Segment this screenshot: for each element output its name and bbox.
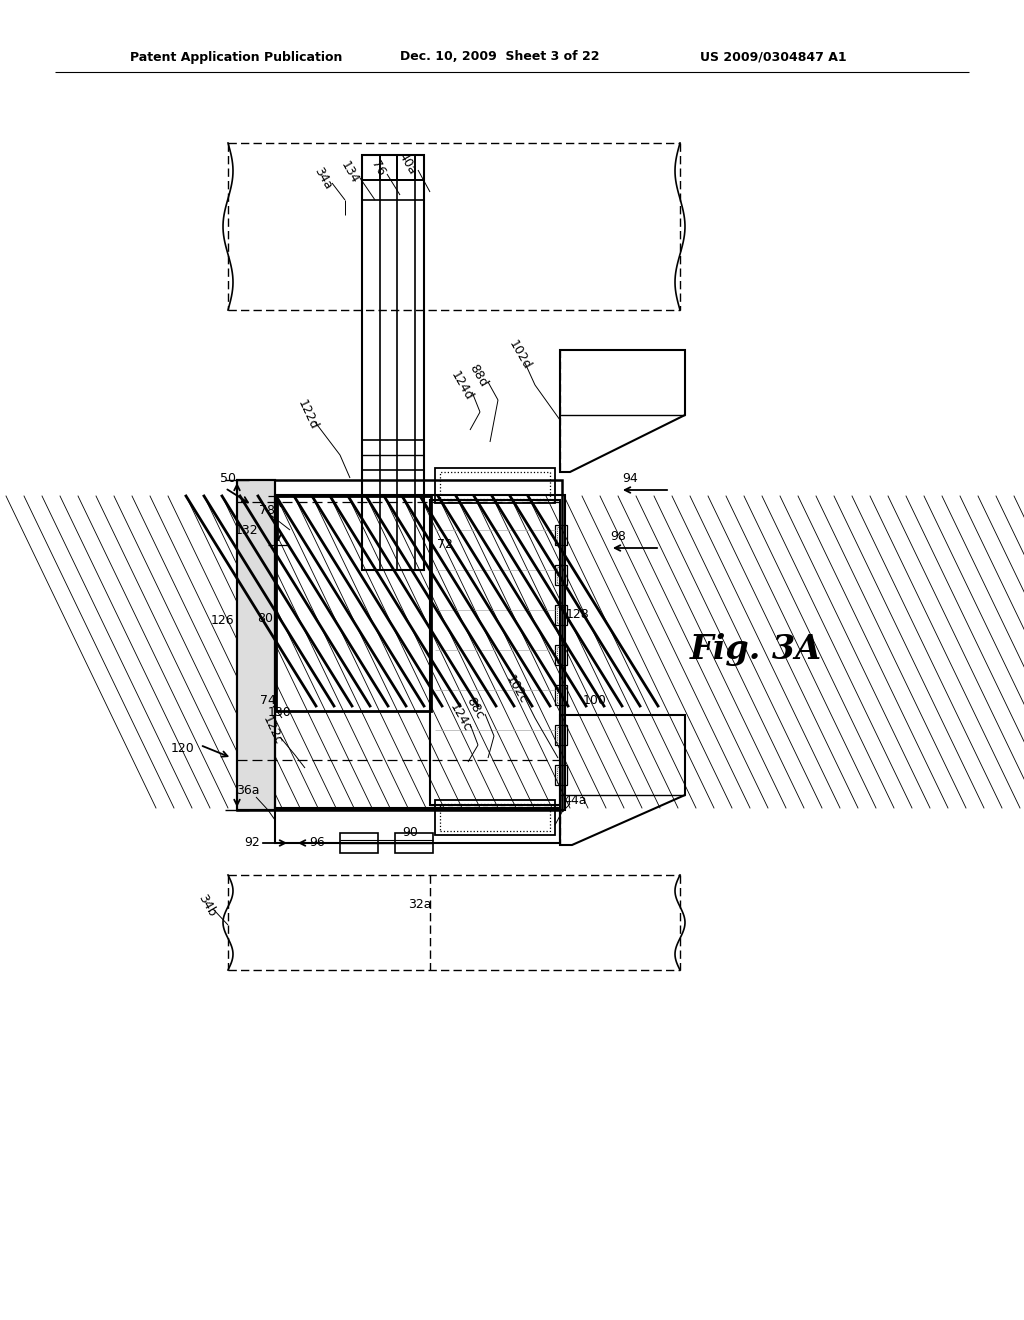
Text: 34a: 34a [311,165,335,191]
Bar [557,568,565,583]
Bar [555,525,567,545]
Bar [275,495,565,810]
Text: US 2009/0304847 A1: US 2009/0304847 A1 [700,50,847,63]
Bar [397,154,415,180]
Bar [395,833,433,853]
Bar [557,727,565,743]
Bar [237,480,275,810]
Text: 40a: 40a [395,149,419,177]
Text: 98: 98 [610,529,626,543]
Bar [380,154,397,180]
Bar [557,647,565,663]
Bar [362,154,424,180]
Bar [555,725,567,744]
Text: 32a: 32a [409,899,432,912]
Bar [276,496,431,711]
Bar [440,473,550,499]
Bar [435,800,555,836]
Text: 102c: 102c [503,673,529,706]
Bar [237,480,562,810]
Bar [555,766,567,785]
Text: 102d: 102d [507,338,534,372]
Bar [362,154,424,570]
Text: 78: 78 [259,503,275,516]
Bar [555,605,567,624]
Text: 88d: 88d [466,363,489,389]
Text: 36a: 36a [237,784,260,796]
Text: 44a: 44a [563,793,587,807]
Bar [340,833,378,853]
Text: 74: 74 [260,693,275,706]
Bar [430,500,560,805]
Text: 122c: 122c [260,713,285,747]
Bar [362,440,424,470]
Text: 92: 92 [244,837,260,850]
Text: 88c: 88c [464,694,486,721]
Text: 96: 96 [309,837,325,850]
Text: 50: 50 [220,471,236,484]
Text: 124d: 124d [449,370,475,403]
Text: 130: 130 [268,705,292,718]
Text: Fig. 3A: Fig. 3A [690,634,822,667]
Text: Patent Application Publication: Patent Application Publication [130,50,342,63]
Bar [555,645,567,665]
Text: 100: 100 [583,693,607,706]
Bar [557,527,565,543]
Text: 132: 132 [234,524,258,536]
Bar [557,767,565,783]
Bar [557,686,565,704]
Text: 72: 72 [437,539,453,552]
Text: 34b: 34b [196,891,218,919]
Bar [440,804,550,832]
Text: 124c: 124c [446,701,473,734]
Text: 76: 76 [369,158,388,178]
Bar [555,565,567,585]
Bar [435,469,555,503]
Text: 94: 94 [623,471,638,484]
Bar [275,808,560,843]
Bar [237,480,275,810]
Bar [555,685,567,705]
Text: 126: 126 [210,614,233,627]
Text: 120: 120 [171,742,195,755]
Text: 134: 134 [339,158,361,186]
Text: Dec. 10, 2009  Sheet 3 of 22: Dec. 10, 2009 Sheet 3 of 22 [400,50,599,63]
Text: 90: 90 [402,825,418,838]
Text: 128: 128 [566,609,590,622]
Text: 122d: 122d [296,397,321,432]
Bar [557,607,565,623]
Text: 80: 80 [257,611,273,624]
